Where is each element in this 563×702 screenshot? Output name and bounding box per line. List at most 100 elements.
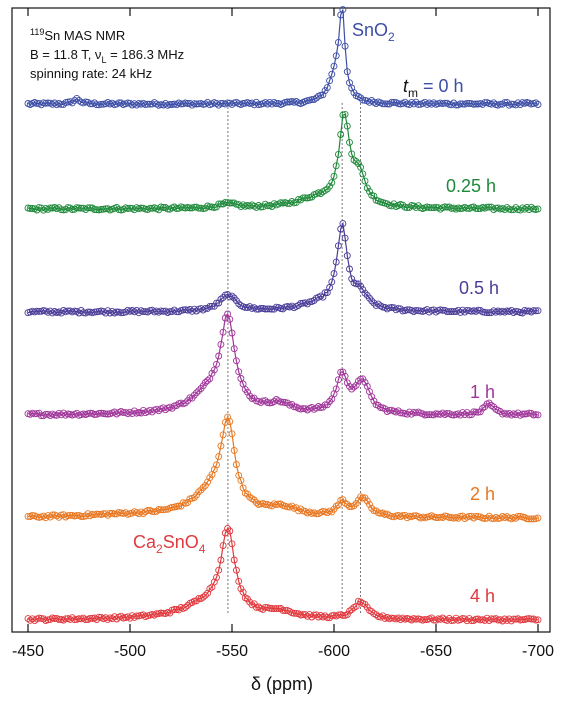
data-point bbox=[472, 408, 480, 416]
data-point bbox=[159, 404, 167, 412]
data-point bbox=[46, 204, 54, 212]
data-point bbox=[99, 510, 107, 518]
data-point bbox=[470, 408, 478, 416]
data-point bbox=[195, 594, 203, 602]
data-point bbox=[512, 514, 520, 522]
reference-lines bbox=[227, 103, 362, 614]
data-point bbox=[104, 410, 112, 418]
data-point bbox=[82, 512, 90, 520]
data-point bbox=[228, 199, 236, 207]
data-point bbox=[252, 305, 260, 313]
data-point bbox=[368, 393, 376, 401]
x-tick-label: -550 bbox=[216, 643, 248, 660]
data-point bbox=[432, 514, 440, 521]
data-point bbox=[461, 411, 469, 418]
data-point bbox=[257, 399, 265, 407]
data-point bbox=[157, 307, 165, 315]
data-point bbox=[303, 612, 311, 620]
data-point bbox=[82, 616, 90, 624]
data-point bbox=[66, 511, 74, 519]
data-point bbox=[219, 431, 227, 439]
data-point bbox=[46, 513, 54, 521]
data-point bbox=[84, 510, 92, 518]
data-point bbox=[470, 514, 478, 522]
data-point bbox=[40, 206, 47, 214]
data-point bbox=[97, 206, 105, 213]
data-point bbox=[359, 170, 367, 178]
data-point bbox=[436, 513, 444, 521]
data-point bbox=[64, 204, 72, 212]
data-point bbox=[44, 205, 52, 213]
data-point bbox=[261, 603, 269, 611]
data-point bbox=[312, 510, 320, 518]
data-point bbox=[26, 616, 34, 624]
data-point bbox=[68, 206, 76, 213]
data-point bbox=[244, 388, 251, 396]
ca2sno4-subscript-1: 2 bbox=[156, 542, 163, 556]
data-point bbox=[226, 527, 234, 535]
data-point bbox=[93, 308, 101, 316]
data-point bbox=[48, 511, 56, 519]
data-point bbox=[173, 205, 181, 212]
data-point bbox=[308, 96, 316, 104]
data-point bbox=[272, 605, 280, 613]
data-point bbox=[330, 62, 338, 70]
data-point bbox=[181, 399, 189, 407]
data-point bbox=[334, 611, 342, 619]
data-point bbox=[315, 613, 322, 621]
data-point bbox=[439, 306, 447, 314]
data-point bbox=[264, 202, 271, 210]
data-point bbox=[430, 99, 438, 107]
data-point bbox=[130, 407, 138, 415]
data-point bbox=[463, 617, 471, 625]
data-point bbox=[483, 614, 491, 622]
data-point bbox=[146, 406, 154, 414]
data-point bbox=[102, 410, 110, 418]
data-point bbox=[133, 101, 141, 109]
data-point bbox=[188, 307, 196, 315]
data-point bbox=[166, 101, 174, 108]
data-point bbox=[445, 203, 453, 211]
data-point bbox=[104, 511, 112, 519]
data-point bbox=[157, 506, 165, 514]
x-tick-label: -450 bbox=[12, 643, 44, 660]
data-point bbox=[452, 101, 460, 109]
data-point bbox=[237, 476, 245, 484]
data-point bbox=[261, 501, 269, 509]
data-point bbox=[507, 306, 515, 314]
ca2sno4-subscript-2: 4 bbox=[199, 542, 206, 556]
data-point bbox=[366, 187, 373, 195]
data-point bbox=[403, 204, 411, 212]
data-point bbox=[332, 385, 340, 393]
data-point bbox=[266, 399, 274, 407]
data-point bbox=[425, 308, 433, 316]
data-point bbox=[86, 614, 94, 622]
data-point bbox=[377, 404, 385, 411]
data-point bbox=[445, 308, 453, 316]
data-point bbox=[35, 614, 43, 622]
data-point bbox=[53, 512, 61, 520]
data-point bbox=[35, 307, 43, 315]
data-point bbox=[463, 306, 471, 314]
data-point bbox=[228, 430, 236, 438]
data-point bbox=[102, 205, 110, 213]
data-point bbox=[215, 101, 223, 109]
data-point bbox=[523, 515, 531, 523]
data-point bbox=[226, 199, 234, 207]
data-point bbox=[204, 304, 212, 312]
data-point bbox=[268, 305, 276, 313]
data-point bbox=[122, 509, 130, 517]
data-point bbox=[181, 603, 189, 611]
data-point bbox=[173, 308, 181, 316]
data-point bbox=[261, 397, 269, 405]
data-point bbox=[33, 307, 41, 315]
data-point bbox=[448, 308, 455, 315]
data-point bbox=[326, 77, 334, 85]
data-point bbox=[428, 411, 436, 419]
data-point bbox=[86, 204, 94, 212]
data-point bbox=[162, 505, 169, 513]
data-point bbox=[346, 607, 353, 615]
data-point bbox=[359, 375, 367, 383]
data-point bbox=[217, 200, 225, 208]
data-point bbox=[201, 379, 209, 386]
